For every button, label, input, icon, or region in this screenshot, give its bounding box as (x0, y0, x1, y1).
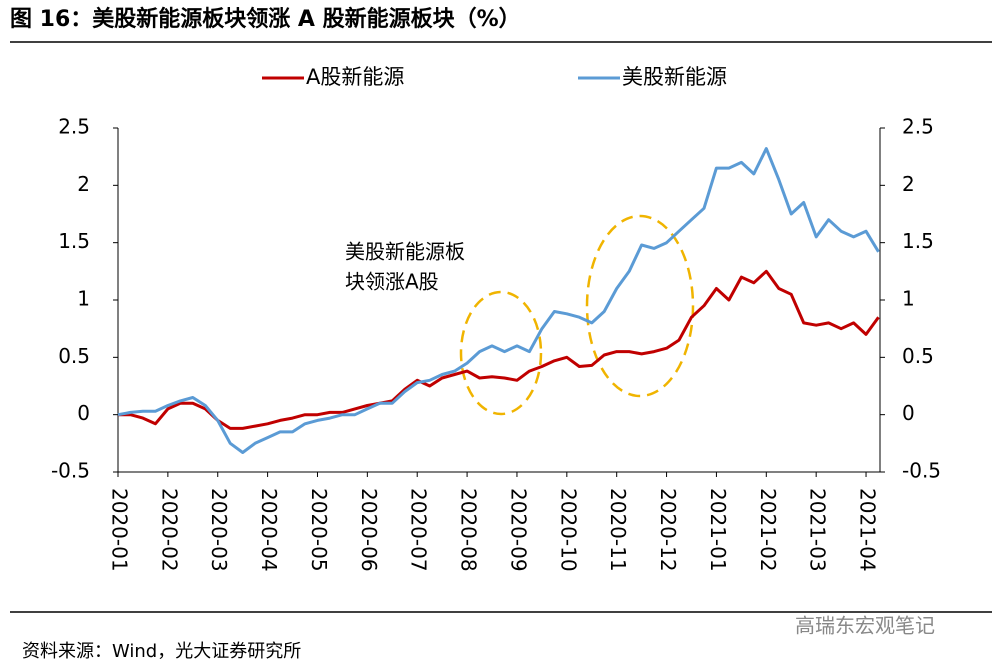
legend-label: 美股新能源 (622, 65, 727, 89)
highlight-ellipse (585, 214, 695, 398)
y2-tick-label: 0.5 (902, 344, 934, 368)
x-tick-label: 2020-05 (307, 488, 331, 572)
x-tick-label: 2021-01 (706, 488, 730, 572)
y-tick-label: 1 (77, 287, 90, 311)
x-tick-label: 2020-07 (407, 488, 431, 572)
x-tick-label: 2020-01 (108, 488, 132, 572)
series-line (117, 147, 880, 454)
y-tick-label: 0.5 (58, 344, 90, 368)
x-tick-label: 2020-08 (457, 488, 481, 572)
x-tick-label: 2021-02 (756, 488, 780, 572)
x-tick-label: 2020-12 (656, 488, 680, 572)
y-tick-label: 0 (77, 401, 90, 425)
y-tick-label: -0.5 (51, 459, 90, 483)
y2-tick-label: -0.5 (902, 459, 941, 483)
x-tick-label: 2020-06 (357, 488, 381, 572)
y2-tick-label: 1 (902, 287, 915, 311)
x-tick-label: 2020-04 (257, 488, 281, 572)
y-tick-label: 2 (77, 172, 90, 196)
x-tick-label: 2020-10 (556, 488, 580, 572)
x-tick-label: 2020-11 (606, 488, 630, 572)
y2-tick-label: 2.5 (902, 115, 934, 139)
y2-tick-label: 1.5 (902, 229, 934, 253)
x-tick-label: 2021-04 (856, 488, 880, 572)
y2-tick-label: 2 (902, 172, 915, 196)
y2-tick-label: 0 (902, 401, 915, 425)
annotation: 美股新能源板 (345, 240, 465, 264)
chart-title: 图 16：美股新能源板块领涨 A 股新能源板块（%） (10, 6, 521, 32)
x-tick-label: 2020-02 (157, 488, 181, 572)
source: 资料来源：Wind，光大证券研究所 (22, 641, 301, 662)
legend-label: A股新能源 (306, 65, 404, 89)
annotation: 块领涨A股 (345, 270, 439, 294)
x-tick-label: 2020-03 (207, 488, 231, 572)
x-tick-label: 2020-09 (506, 488, 530, 572)
highlight-ellipse (459, 290, 543, 416)
y-tick-label: 1.5 (58, 229, 90, 253)
watermark: 高瑞东宏观笔记 (795, 614, 935, 638)
x-tick-label: 2021-03 (806, 488, 830, 572)
series-line (118, 269, 880, 430)
y-tick-label: 2.5 (58, 115, 90, 139)
